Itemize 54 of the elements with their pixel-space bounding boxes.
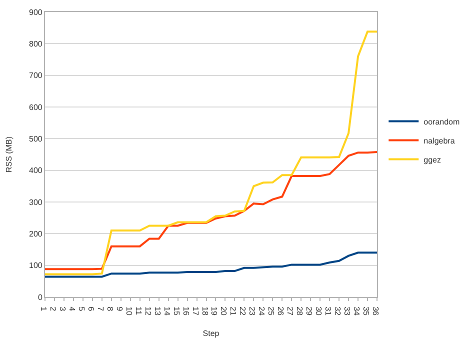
x-tick-label: 30 bbox=[314, 306, 324, 316]
x-tick-label: 11 bbox=[134, 306, 143, 316]
x-tick-label: 15 bbox=[172, 306, 181, 316]
y-tick-label: 500 bbox=[29, 134, 43, 144]
x-tick-label: 31 bbox=[324, 306, 333, 316]
x-tick-label: 19 bbox=[210, 306, 219, 316]
x-tick-label: 29 bbox=[304, 306, 314, 316]
x-tick-label: 7 bbox=[96, 306, 105, 312]
legend-label: oorandom bbox=[424, 117, 460, 126]
x-tick-label: 26 bbox=[276, 306, 286, 316]
y-tick-label: 0 bbox=[38, 292, 43, 302]
y-tick-label: 900 bbox=[29, 8, 43, 17]
x-tick-label: 6 bbox=[86, 306, 96, 312]
y-tick-label: 400 bbox=[29, 166, 43, 176]
y-axis-title: RSS (MB) bbox=[4, 136, 14, 172]
x-tick-label: 4 bbox=[67, 306, 76, 312]
x-tick-label: 28 bbox=[295, 306, 304, 316]
x-tick-label: 32 bbox=[333, 306, 342, 316]
legend-label: nalgebra bbox=[424, 136, 456, 146]
x-axis-title: Step bbox=[202, 329, 220, 338]
x-tick-label: 14 bbox=[162, 306, 172, 316]
x-tick-label: 1 bbox=[39, 306, 48, 312]
y-tick-label: 700 bbox=[29, 71, 43, 80]
x-tick-label: 13 bbox=[152, 306, 162, 316]
x-tick-label: 35 bbox=[362, 306, 371, 316]
x-tick-label: 2 bbox=[48, 306, 58, 312]
x-tick-label: 8 bbox=[105, 306, 114, 312]
x-tick-label: 36 bbox=[371, 306, 380, 316]
x-tick-label: 25 bbox=[266, 306, 276, 316]
y-tick-label: 200 bbox=[29, 229, 43, 238]
x-tick-label: 27 bbox=[286, 306, 295, 316]
x-tick-label: 21 bbox=[228, 306, 238, 316]
x-tick-label: 9 bbox=[114, 306, 124, 312]
x-tick-label: 23 bbox=[248, 306, 257, 316]
y-tick-label: 300 bbox=[29, 198, 43, 207]
x-tick-label: 12 bbox=[143, 306, 152, 316]
x-tick-label: 3 bbox=[58, 306, 67, 312]
x-tick-label: 5 bbox=[76, 306, 86, 312]
y-tick-label: 100 bbox=[29, 261, 43, 270]
x-tick-label: 22 bbox=[238, 306, 248, 316]
x-tick-label: 18 bbox=[200, 306, 210, 316]
y-tick-label: 800 bbox=[29, 39, 43, 48]
line-series bbox=[45, 30, 377, 276]
x-tick-label: 24 bbox=[257, 306, 266, 316]
line-series bbox=[45, 252, 377, 278]
y-tick-label: 600 bbox=[29, 102, 43, 112]
legend-label: ggez bbox=[424, 155, 441, 164]
line-series bbox=[45, 150, 377, 270]
x-tick-label: 33 bbox=[342, 306, 352, 316]
x-tick-label: 16 bbox=[181, 306, 190, 316]
x-tick-label: 34 bbox=[352, 306, 362, 316]
x-tick-label: 10 bbox=[124, 306, 134, 316]
x-tick-label: 17 bbox=[190, 306, 200, 316]
x-tick-label: 20 bbox=[219, 306, 228, 316]
